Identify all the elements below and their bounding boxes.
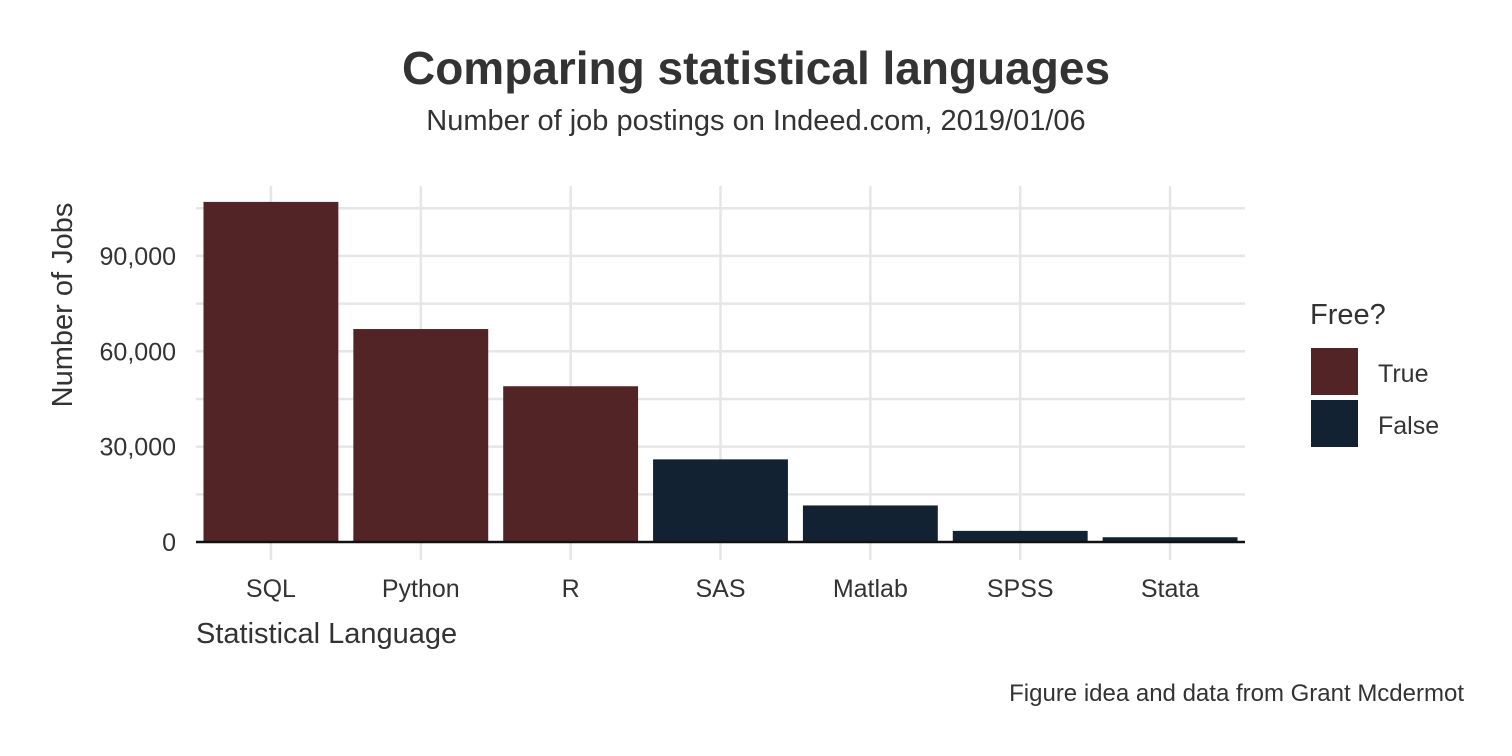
x-tick-labels: SQL Python R SAS Matlab SPSS Stata	[246, 575, 1199, 603]
x-tick-label: SAS	[695, 575, 745, 603]
x-axis-label: Statistical Language	[196, 618, 457, 650]
y-tick-label: 30,000	[100, 434, 176, 462]
bar-sas	[653, 459, 788, 542]
y-tick-labels: 0 30,000 60,000 90,000	[100, 243, 176, 557]
chart-subtitle: Number of job postings on Indeed.com, 20…	[426, 105, 1085, 137]
y-tick-label: 90,000	[100, 243, 176, 271]
bar-python	[353, 329, 489, 542]
chart-title: Comparing statistical languages	[402, 42, 1110, 94]
legend-swatch-true	[1311, 348, 1358, 395]
legend-label-false: False	[1378, 412, 1439, 440]
legend: Free? True False	[1310, 299, 1439, 447]
x-tick-label: Stata	[1141, 575, 1199, 603]
legend-swatch-false	[1311, 400, 1358, 447]
bar-stata	[1102, 537, 1238, 542]
bar-r	[503, 386, 639, 542]
legend-title: Free?	[1310, 299, 1386, 331]
bar-matlab	[802, 505, 938, 542]
bar-sql	[203, 201, 339, 542]
x-tick-label: Matlab	[833, 575, 908, 603]
legend-label-true: True	[1378, 360, 1428, 388]
bars	[203, 201, 1238, 542]
x-tick-label: Python	[382, 575, 460, 603]
bar-spss	[952, 530, 1088, 542]
x-tick-label: SPSS	[987, 575, 1054, 603]
chart-caption: Figure idea and data from Grant Mcdermot	[1009, 680, 1464, 707]
x-tick-label: SQL	[246, 575, 296, 603]
y-tick-label: 0	[162, 529, 176, 557]
x-tick-label: R	[562, 575, 580, 603]
y-tick-label: 60,000	[100, 338, 176, 366]
y-axis-label: Number of Jobs	[47, 203, 79, 408]
